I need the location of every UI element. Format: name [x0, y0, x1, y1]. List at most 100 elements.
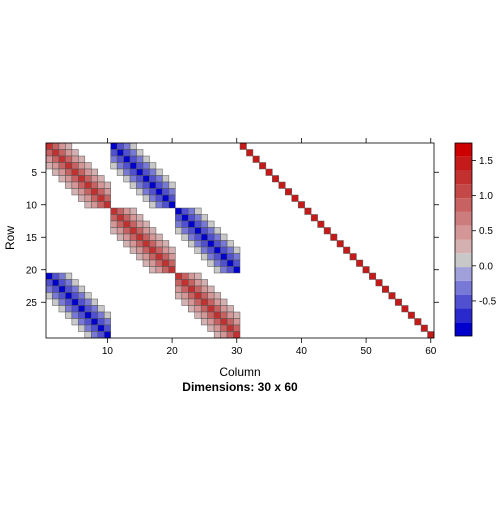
- matrix-cell: [220, 240, 228, 248]
- matrix-cell: [175, 272, 183, 280]
- matrix-cell: [116, 227, 124, 235]
- matrix-cell: [65, 292, 73, 300]
- matrix-cell: [110, 214, 118, 222]
- matrix-cell: [52, 292, 60, 300]
- matrix-cell: [129, 207, 137, 215]
- matrix-cell: [52, 149, 60, 157]
- matrix-cell: [194, 220, 202, 228]
- matrix-cell: [162, 175, 170, 183]
- matrix-cell: [181, 292, 189, 300]
- matrix-cell: [129, 162, 137, 170]
- matrix-cell: [71, 292, 79, 300]
- matrix-cell: [194, 279, 202, 287]
- matrix-cell: [78, 162, 86, 170]
- matrix-cell: [194, 207, 202, 215]
- matrix-cell: [259, 162, 267, 170]
- matrix-cell: [71, 298, 79, 306]
- matrix-cell: [123, 149, 131, 157]
- matrix-cell: [188, 214, 195, 222]
- matrix-cell: [194, 246, 202, 254]
- legend-swatch: [455, 170, 472, 185]
- matrix-cell: [207, 324, 215, 332]
- matrix-cell: [142, 253, 150, 261]
- legend-swatch: [455, 322, 472, 336]
- matrix-cell: [45, 272, 53, 280]
- matrix-cell: [226, 246, 234, 254]
- chart-subtitle: Dimensions: 30 x 60: [182, 380, 298, 394]
- matrix-cell: [65, 155, 73, 163]
- matrix-cell: [155, 259, 163, 267]
- matrix-cell: [213, 246, 221, 254]
- matrix-cell: [317, 220, 325, 228]
- matrix-cell: [181, 285, 189, 293]
- matrix-cell: [200, 233, 208, 241]
- matrix-cell: [91, 181, 98, 189]
- matrix-cell: [84, 292, 92, 300]
- matrix-cell: [323, 227, 331, 235]
- matrix-cell: [58, 292, 66, 300]
- matrix-cell: [188, 227, 195, 235]
- matrix-cell: [123, 207, 131, 215]
- matrix-cell: [71, 279, 79, 287]
- matrix-cell: [142, 194, 150, 202]
- matrix-cell: [181, 227, 189, 235]
- matrix-cell: [149, 162, 157, 170]
- legend-swatch: [455, 156, 472, 171]
- matrix-cell: [78, 168, 86, 176]
- matrix-cell: [71, 305, 79, 313]
- matrix-cell: [58, 272, 66, 280]
- matrix-cell: [142, 181, 150, 189]
- matrix-cell: [194, 272, 202, 280]
- matrix-cell: [71, 162, 79, 170]
- matrix-cell: [71, 285, 79, 293]
- matrix-cell: [213, 311, 221, 319]
- matrix-cell: [110, 162, 118, 170]
- matrix-cell: [123, 214, 131, 222]
- matrix-cell: [71, 311, 79, 319]
- matrix-cell: [65, 162, 73, 170]
- matrix-cell: [297, 201, 305, 209]
- matrix-cell: [252, 155, 260, 163]
- matrix-cell: [220, 246, 228, 254]
- matrix-cell: [155, 253, 163, 261]
- matrix-cell: [71, 149, 79, 157]
- matrix-cell: [123, 233, 131, 241]
- matrix-cell: [181, 279, 189, 287]
- matrix-cell: [52, 168, 60, 176]
- matrix-cell: [285, 188, 292, 196]
- matrix-cell: [272, 175, 280, 183]
- legend-swatch: [455, 143, 472, 157]
- matrix-cell: [168, 194, 176, 202]
- matrix-cell: [142, 240, 150, 248]
- matrix-cell: [194, 298, 202, 306]
- matrix-cell: [213, 305, 221, 313]
- matrix-cell: [162, 266, 170, 274]
- y-tick-label: 20: [26, 265, 38, 276]
- matrix-cell: [84, 298, 92, 306]
- matrix-cell: [45, 279, 53, 287]
- matrix-cell: [220, 324, 228, 332]
- matrix-cell: [200, 227, 208, 235]
- matrix-cell: [149, 227, 157, 235]
- matrix-cell: [52, 155, 60, 163]
- matrix-cell: [194, 227, 202, 235]
- matrix-cell: [142, 259, 150, 267]
- matrix-cell: [155, 181, 163, 189]
- matrix-cell: [239, 142, 247, 150]
- legend-frame: [454, 142, 473, 337]
- matrix-cell: [84, 168, 92, 176]
- matrix-cell: [45, 142, 53, 150]
- matrix-cell: [155, 201, 163, 209]
- matrix-cell: [97, 175, 105, 183]
- matrix-cell: [65, 175, 73, 183]
- x-axis-label: Column: [219, 365, 260, 379]
- matrix-cell: [291, 194, 299, 202]
- matrix-cell: [213, 259, 221, 267]
- matrix-cell: [52, 285, 60, 293]
- matrix-cell: [188, 298, 195, 306]
- matrix-cell: [45, 155, 53, 163]
- matrix-cell: [200, 279, 208, 287]
- matrix-cell: [78, 285, 86, 293]
- matrix-cell: [155, 175, 163, 183]
